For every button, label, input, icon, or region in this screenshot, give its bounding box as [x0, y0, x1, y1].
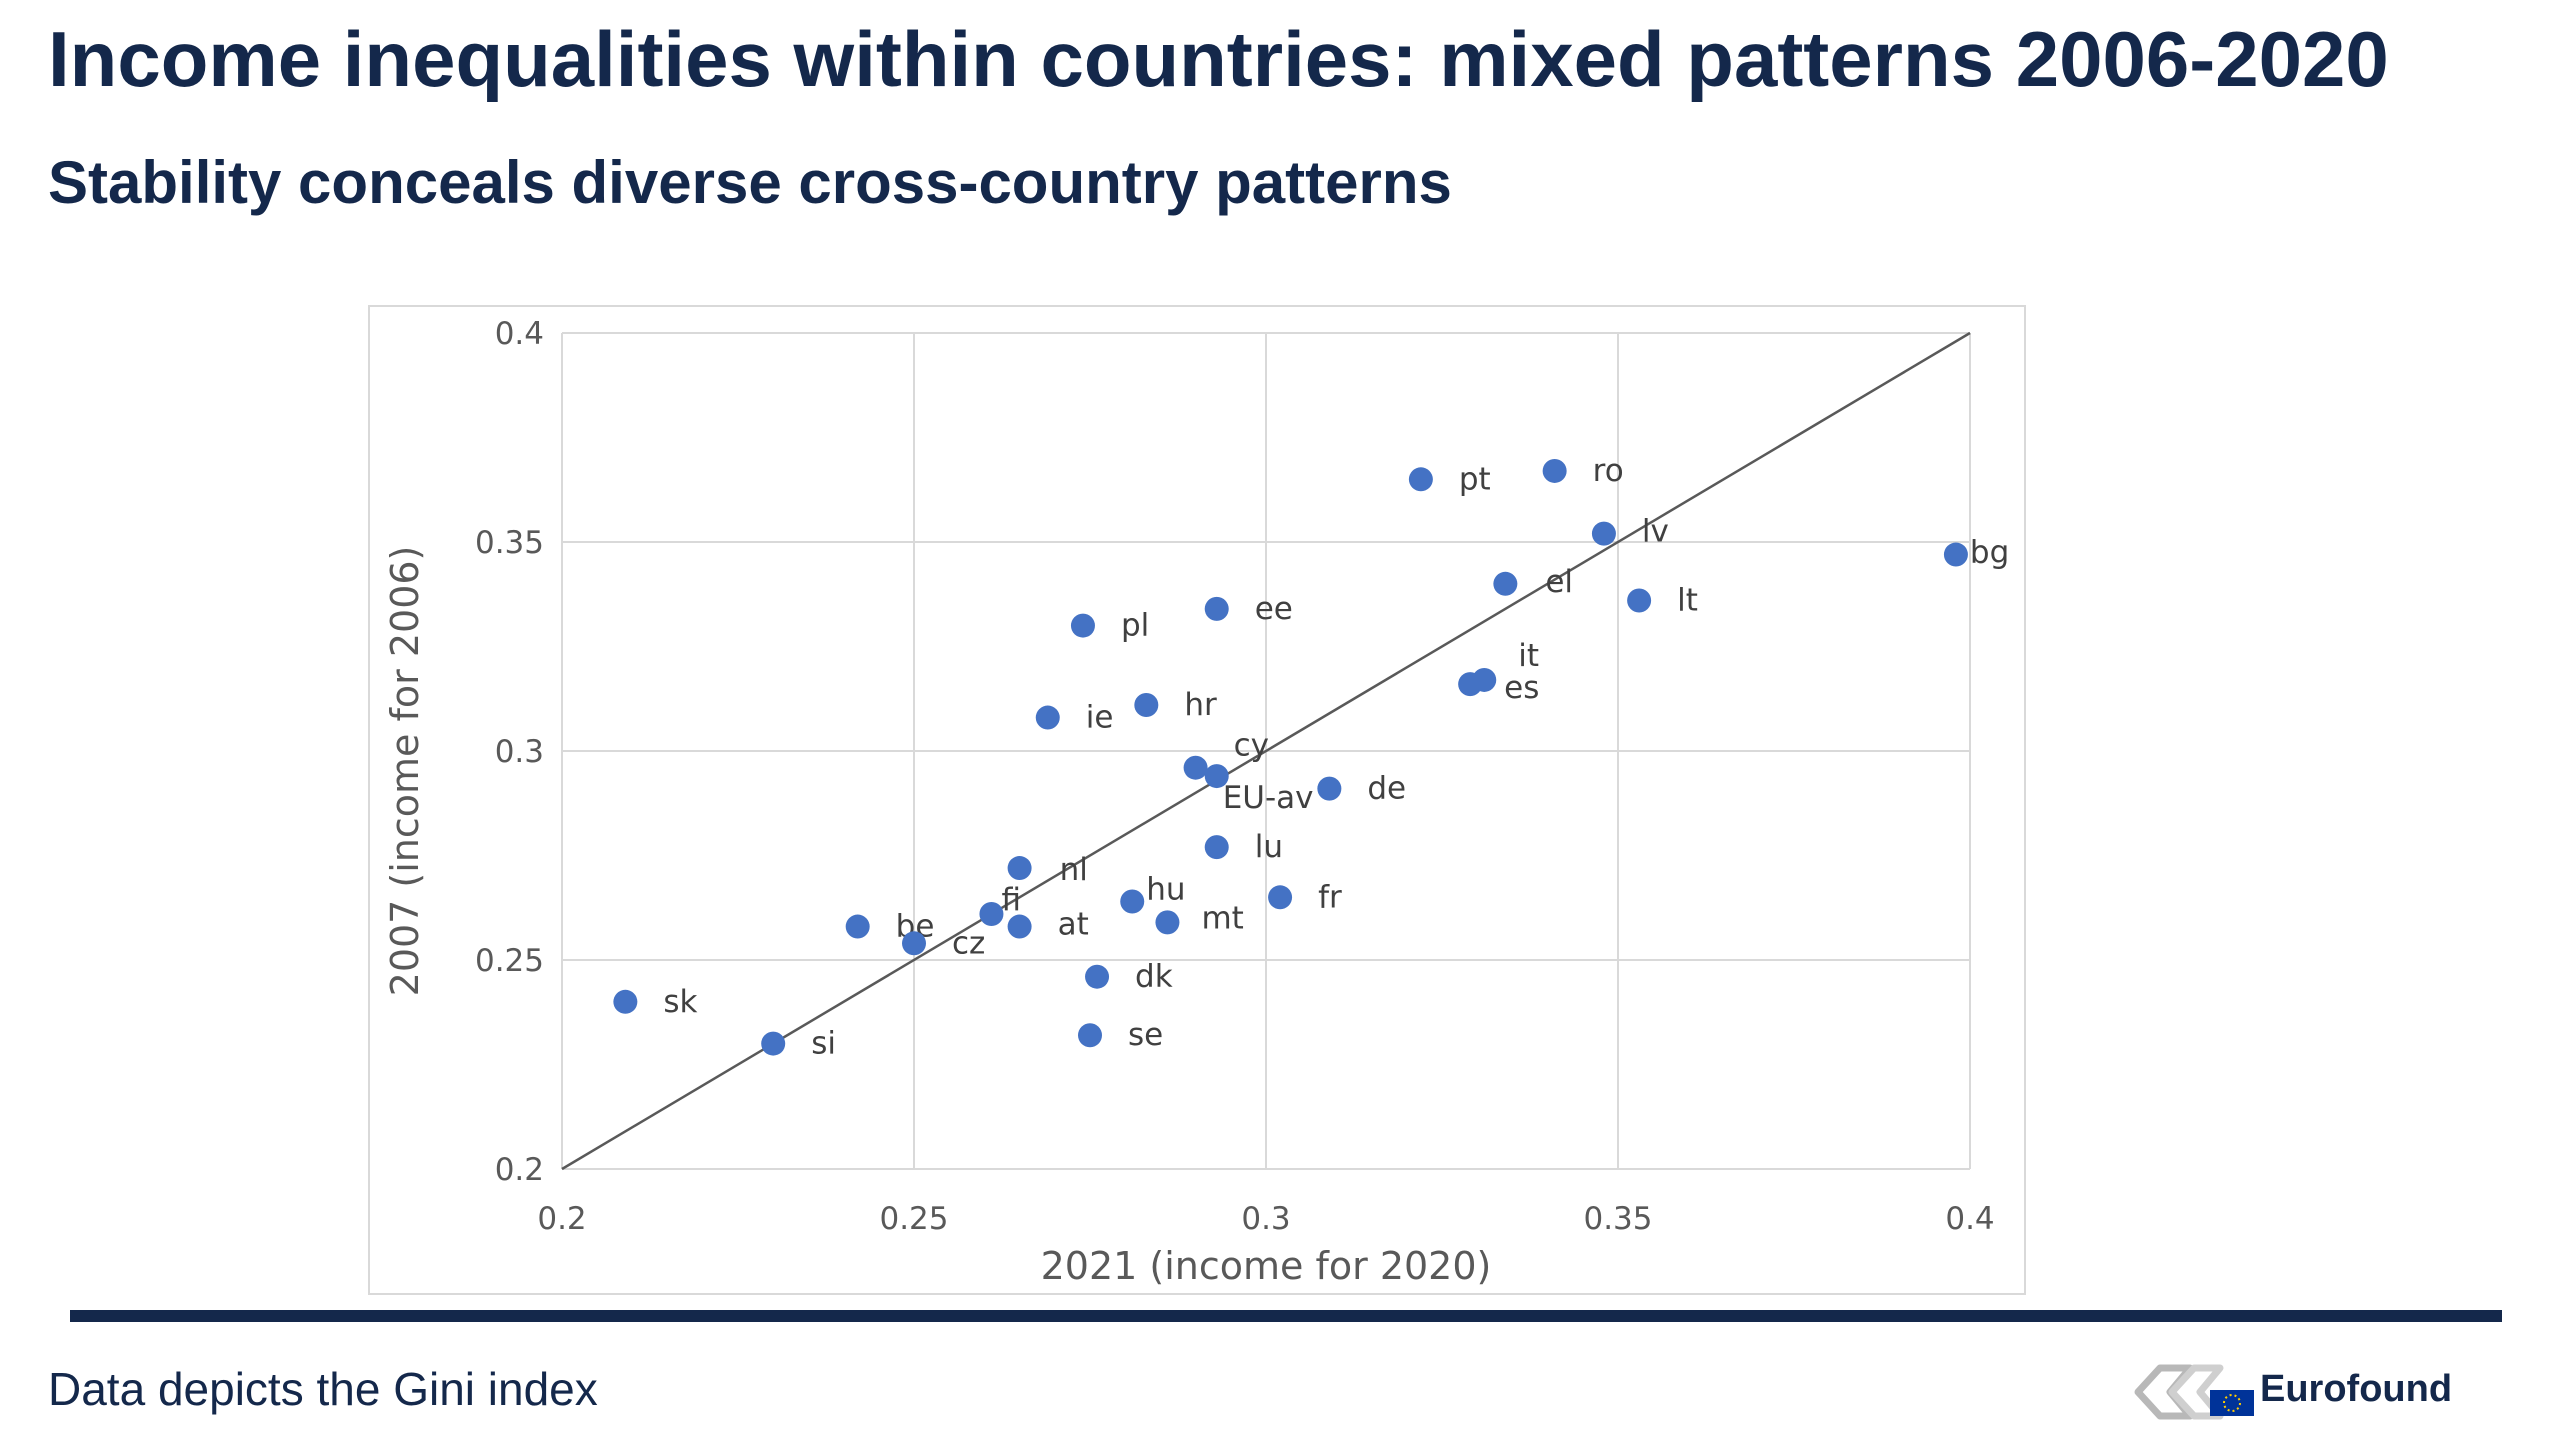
point-label: pl [1121, 608, 1149, 644]
footnote: Data depicts the Gini index [48, 1363, 598, 1415]
y-tick-label: 0.2 [495, 1152, 544, 1188]
y-tick-label: 0.25 [475, 943, 544, 979]
point-label: hu [1146, 871, 1185, 907]
data-point-fr [1268, 885, 1293, 910]
data-point-cy [1183, 755, 1208, 780]
x-tick-label: 0.25 [879, 1201, 948, 1237]
eurofound-logo: Eurofound [2128, 1360, 2458, 1420]
point-label: at [1058, 907, 1089, 943]
data-point-lt [1627, 588, 1652, 613]
point-label: dk [1135, 959, 1173, 995]
point-label: pt [1459, 461, 1491, 497]
point-label: hr [1184, 687, 1217, 723]
data-point-lv [1591, 521, 1616, 546]
point-label: cz [952, 925, 985, 961]
data-point-bg [1943, 542, 1968, 567]
y-tick-label: 0.35 [475, 525, 544, 561]
point-label: fr [1318, 879, 1342, 915]
x-tick-label: 0.35 [1583, 1201, 1652, 1237]
point-label: ro [1593, 453, 1624, 489]
reference-line-y-equals-x [561, 331, 1971, 1171]
data-point-hr [1134, 693, 1159, 718]
eurofound-logo-icon [2134, 1364, 2254, 1420]
data-point-mt [1155, 910, 1180, 935]
data-point-nl [1007, 856, 1032, 881]
data-point-EU-av [1204, 764, 1229, 789]
point-label: mt [1201, 900, 1243, 936]
point-label: si [811, 1026, 836, 1062]
x-axis-label: 2021 (income for 2020) [1041, 1244, 1492, 1288]
point-label: se [1128, 1017, 1163, 1053]
point-label: nl [1060, 852, 1088, 888]
point-label: cy [1234, 728, 1269, 764]
y-tick-label: 0.3 [495, 734, 544, 770]
point-label: de [1367, 771, 1406, 807]
point-label: es [1504, 670, 1539, 706]
data-point-se [1078, 1023, 1102, 1048]
data-point-sk [613, 989, 638, 1014]
data-point-hu [1120, 889, 1145, 914]
slide-subtitle: Stability conceals diverse cross-country… [48, 149, 1452, 216]
data-point-dk [1085, 964, 1110, 989]
data-point-ie [1035, 705, 1060, 730]
scatter-chart: 0.2 0.25 0.3 0.35 0.40.20.250.30.350.4 pt rol… [383, 316, 2009, 1288]
data-point-ro [1542, 458, 1567, 483]
data-point-at [1007, 914, 1032, 939]
data-point-lu [1204, 835, 1229, 860]
point-label: bg [1970, 535, 2009, 571]
point-label: fi [1001, 882, 1021, 918]
data-point-pl [1070, 613, 1095, 638]
data-point-es [1458, 672, 1483, 697]
data-point-ee [1204, 596, 1229, 621]
point-label: lu [1255, 829, 1283, 865]
data-point-pt [1408, 467, 1433, 492]
x-tick-label: 0.4 [1945, 1201, 1994, 1237]
point-label: sk [663, 984, 697, 1020]
footer-divider [70, 1310, 2502, 1322]
chart-frame: 0.2 0.25 0.3 0.35 0.4 0.2 0.25 0.3 0.35 0.4 pt ro l… [368, 305, 2026, 1295]
y-axis-label: 2007 (income for 2006) [383, 546, 427, 997]
x-tick-label: 0.2 [537, 1201, 586, 1237]
point-label: it [1518, 638, 1539, 674]
point-label: ee [1255, 591, 1293, 627]
y-tick-label: 0.4 [495, 316, 544, 352]
x-tick-label: 0.3 [1241, 1201, 1290, 1237]
point-label: ie [1086, 700, 1114, 736]
chart-ticks: 0.2 0.25 0.3 0.35 0.4 0.2 0.25 0.3 0.35 0.4 [475, 316, 1995, 1237]
data-point-el [1493, 571, 1518, 596]
logo-text: Eurofound [2260, 1368, 2453, 1410]
chart-grid [561, 332, 1971, 1170]
data-point-si [761, 1031, 786, 1056]
data-point-cz [902, 931, 926, 956]
data-point-de [1317, 776, 1342, 801]
data-point-be [845, 914, 870, 939]
point-label: lt [1677, 583, 1698, 619]
point-label: EU-av [1223, 780, 1314, 816]
point-label: el [1545, 564, 1573, 600]
slide-title: Income inequalities within countries: mi… [48, 15, 2389, 103]
point-label: lv [1642, 514, 1669, 550]
data-point-fi [979, 902, 1004, 927]
